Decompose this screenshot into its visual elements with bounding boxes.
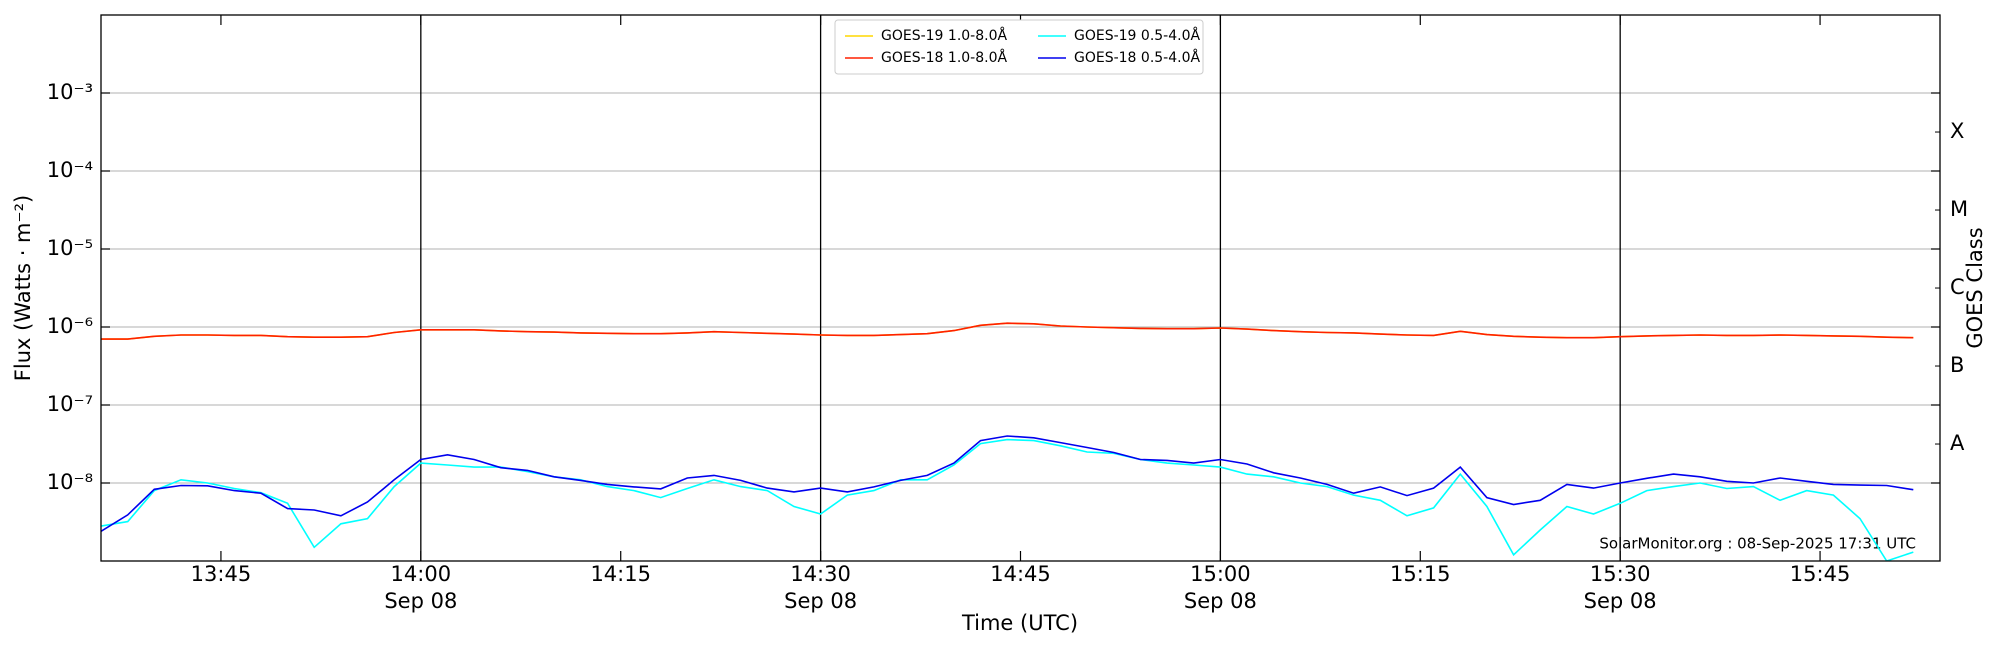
x-tick-label: 14:15	[590, 562, 651, 586]
x-tick-date: Sep 08	[384, 589, 457, 613]
y2-axis-label: GOES Class	[1963, 227, 1987, 348]
x-tick-label: 14:45	[990, 562, 1051, 586]
y2-tick-label: C	[1950, 275, 1965, 299]
x-tick-label: 14:30	[790, 562, 851, 586]
legend-label: GOES-19 0.5-4.0Å	[1074, 27, 1200, 44]
y2-tick-label: A	[1950, 431, 1965, 455]
y-axis-label: Flux (Watts · m⁻²)	[11, 195, 35, 381]
plot-frame	[100, 14, 1941, 562]
y2-tick-label: M	[1950, 197, 1968, 221]
series-line	[101, 435, 1914, 532]
x-tick-label: 14:00	[391, 562, 452, 586]
y2-tick-label: B	[1950, 353, 1964, 377]
y2-tick-label: X	[1950, 119, 1964, 143]
legend-box	[834, 19, 1204, 75]
x-tick-label: 15:30	[1590, 562, 1651, 586]
x-tick-date: Sep 08	[1184, 589, 1257, 613]
y-tick-label: 10⁻⁸	[47, 470, 93, 494]
annotation: SolarMonitor.org : 08-Sep-2025 17:31 UTC	[1599, 535, 1916, 553]
y-tick-label: 10⁻⁵	[47, 236, 93, 260]
legend-label: GOES-18 1.0-8.0Å	[881, 49, 1007, 66]
y-tick-label: 10⁻⁶	[47, 314, 93, 338]
x-tick-label: 15:15	[1390, 562, 1451, 586]
plot-area	[101, 322, 1914, 561]
x-tick-date: Sep 08	[784, 589, 857, 613]
legend-label: GOES-19 1.0-8.0Å	[881, 27, 1007, 44]
series-line	[101, 322, 1914, 340]
x-tick-date: Sep 08	[1584, 589, 1657, 613]
y-tick-label: 10⁻³	[47, 80, 93, 104]
x-tick-label: 15:45	[1790, 562, 1851, 586]
y-tick-label: 10⁻⁷	[47, 392, 93, 416]
y-tick-label: 10⁻⁴	[47, 158, 93, 182]
series-line	[101, 438, 1914, 561]
x-tick-label: 13:45	[191, 562, 252, 586]
x-axis-label: Time (UTC)	[961, 611, 1078, 635]
legend-label: GOES-18 0.5-4.0Å	[1074, 49, 1200, 66]
x-tick-label: 15:00	[1190, 562, 1251, 586]
